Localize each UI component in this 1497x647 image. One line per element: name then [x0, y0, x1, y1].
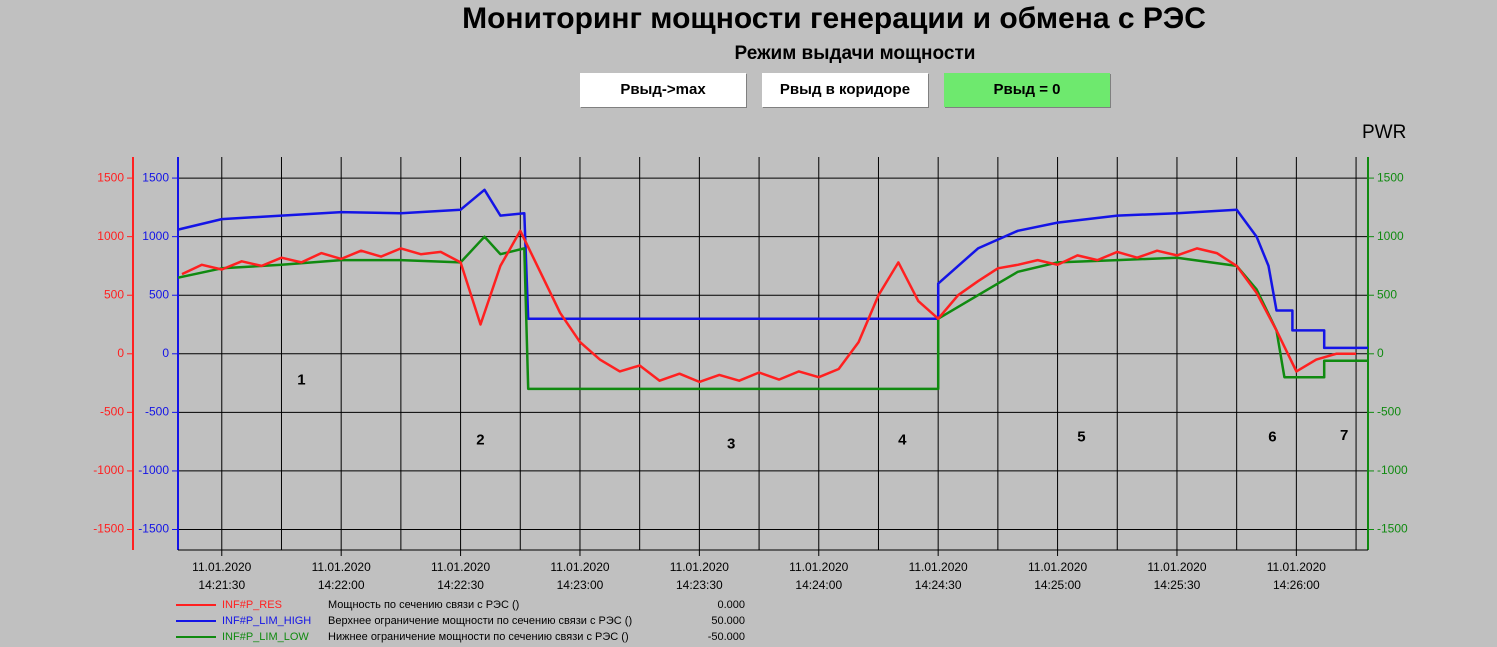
- y-tick-label: -1000: [138, 463, 169, 477]
- y-tick-label: -500: [145, 405, 169, 419]
- y-tick-label: 0: [1377, 346, 1384, 360]
- y-tick-label: 1500: [97, 170, 124, 184]
- y-tick-label: 1000: [1377, 229, 1404, 243]
- x-tick-label: 11.01.2020 14:24:00: [789, 560, 849, 592]
- subtitle: Режим выдачи мощности: [734, 43, 976, 64]
- annotation: 3: [727, 436, 735, 453]
- y-tick-label: -1000: [93, 463, 124, 477]
- legend-description: Верхнее ограничение мощности по сечению …: [328, 615, 633, 627]
- legend-tag: INF#P_RES: [222, 599, 282, 611]
- x-tick-label: 11.01.2020 14:22:00: [311, 560, 371, 592]
- axis-unit: PWR: [1362, 122, 1407, 143]
- y-tick-label: -1500: [138, 522, 169, 536]
- annotation: 7: [1340, 427, 1348, 444]
- x-tick-label: 11.01.2020 14:25:00: [1027, 560, 1088, 592]
- legend-tag: INF#P_LIM_LOW: [222, 631, 309, 643]
- y-tick-label: 500: [1377, 287, 1397, 301]
- x-tick-label: 11.01.2020 14:21:30: [192, 560, 252, 592]
- legend-description: Нижнее ограничение мощности по сечению с…: [328, 631, 629, 643]
- x-tick-label: 11.01.2020 14:23:00: [550, 560, 610, 592]
- mode-button[interactable]: Рвыд в коридоре: [762, 73, 928, 107]
- legend-value: 0.000: [717, 599, 745, 611]
- x-tick-label: 11.01.2020 14:22:30: [430, 560, 491, 592]
- mode-button[interactable]: Рвыд = 0: [944, 73, 1110, 107]
- title: Мониторинг мощности генерации и обмена с…: [462, 2, 1206, 35]
- annotation: 6: [1268, 429, 1276, 446]
- annotation: 4: [898, 432, 907, 449]
- legend-value: -50.000: [707, 631, 745, 643]
- annotation: 5: [1077, 429, 1085, 446]
- x-tick-label: 11.01.2020 14:23:30: [669, 560, 729, 592]
- y-tick-label: 1500: [142, 170, 169, 184]
- annotation: 2: [476, 432, 484, 449]
- y-tick-label: 500: [149, 287, 169, 301]
- y-tick-label: -1500: [93, 522, 124, 536]
- y-tick-label: 1000: [142, 229, 169, 243]
- legend-tag: INF#P_LIM_HIGH: [222, 615, 312, 627]
- x-tick-label: 11.01.2020 14:24:30: [908, 560, 968, 592]
- y-tick-label: 500: [104, 287, 124, 301]
- y-tick-label: 1000: [97, 229, 124, 243]
- series-line: [181, 229, 1357, 384]
- y-tick-label: 0: [117, 346, 124, 360]
- y-tick-label: 1500: [1377, 170, 1404, 184]
- legend-description: Мощность по сечению связи с РЭС (): [328, 599, 520, 611]
- y-tick-label: -500: [100, 405, 124, 419]
- x-tick-label: 11.01.2020 14:25:30: [1147, 560, 1207, 592]
- series-line: [177, 235, 1368, 391]
- y-tick-label: -1000: [1377, 463, 1408, 477]
- legend-value: 50.000: [711, 615, 745, 627]
- series-line: [177, 188, 1368, 350]
- y-tick-label: -500: [1377, 405, 1401, 419]
- mode-button[interactable]: Рвыд->max: [580, 73, 746, 107]
- y-tick-label: 0: [162, 346, 169, 360]
- x-tick-label: 11.01.2020 14:26:00: [1266, 560, 1326, 592]
- annotation: 1: [297, 372, 305, 389]
- y-tick-label: -1500: [1377, 522, 1408, 536]
